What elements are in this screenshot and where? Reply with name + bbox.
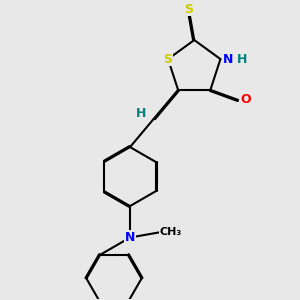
Text: H: H	[237, 52, 247, 66]
Text: O: O	[241, 93, 251, 106]
Text: CH₃: CH₃	[160, 227, 182, 237]
Text: N: N	[125, 231, 135, 244]
Text: H: H	[136, 107, 146, 120]
Text: N: N	[223, 52, 233, 66]
Text: S: S	[184, 3, 193, 16]
Text: S: S	[164, 52, 172, 66]
